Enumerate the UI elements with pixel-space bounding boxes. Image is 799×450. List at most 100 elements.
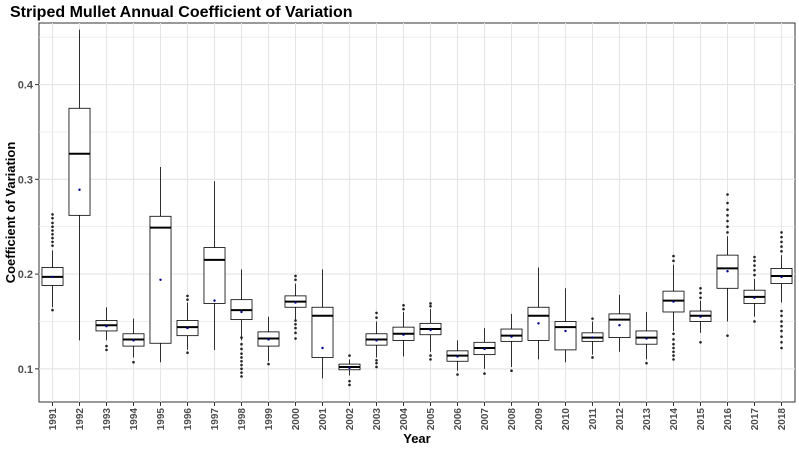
mean-point (186, 326, 189, 330)
x-tick-label: 1996 (183, 408, 194, 431)
mean-point (591, 336, 594, 339)
outlier-point (429, 354, 432, 357)
x-tick-label: 1997 (210, 408, 221, 431)
box-1995 (149, 167, 172, 363)
mean-point (510, 335, 513, 338)
outlier-point (51, 229, 54, 232)
outlier-point (429, 358, 432, 361)
box-2006 (446, 340, 469, 376)
outlier-point (672, 350, 675, 354)
mean-point (132, 339, 135, 342)
outlier-point (753, 259, 756, 263)
box-2004 (392, 304, 415, 357)
x-tick-label: 2002 (345, 408, 356, 431)
mean-point (726, 270, 729, 273)
mean-point (105, 325, 108, 328)
x-tick-label: 1993 (102, 408, 113, 431)
x-tick-label: 1992 (75, 408, 86, 431)
mean-point (294, 301, 297, 304)
x-axis: 1991 1992 1993 1994 1995 1996 1997 1998 1999 2000… (48, 402, 788, 430)
outlier-point (780, 324, 783, 328)
outlier-point (699, 291, 702, 295)
outlier-point (780, 309, 783, 313)
mean-point (753, 296, 756, 299)
y-tick-label: 0.1 (18, 364, 33, 376)
box-2007 (473, 328, 496, 375)
outlier-point (726, 231, 729, 234)
outlier-point (726, 201, 729, 205)
outlier-point (429, 305, 432, 308)
outlier-point (240, 375, 243, 378)
mean-point (456, 355, 459, 358)
x-tick-label: 2007 (480, 408, 491, 431)
box-iqr (554, 321, 577, 351)
box-2013 (635, 311, 658, 365)
outlier-point (294, 319, 297, 322)
outlier-point (240, 367, 243, 371)
x-tick-label: 1991 (48, 408, 59, 431)
outlier-point (375, 316, 378, 319)
outlier-point (375, 359, 378, 362)
box-2016 (716, 193, 739, 337)
outlier-point (294, 337, 297, 340)
outlier-point (726, 334, 729, 337)
x-tick-label: 2016 (723, 408, 734, 431)
outlier-point (456, 373, 459, 376)
mean-point (780, 275, 783, 279)
box-1999 (257, 316, 280, 366)
box-1991 (41, 213, 64, 312)
outlier-point (780, 341, 783, 344)
mean-point (618, 324, 621, 327)
x-tick-label: 1994 (129, 408, 140, 431)
outlier-point (780, 335, 783, 338)
outlier-point (267, 362, 270, 366)
outlier-point (591, 317, 594, 320)
x-tick-label: 2015 (696, 408, 707, 431)
outlier-point (483, 372, 486, 375)
outlier-point (132, 360, 135, 364)
mean-point (240, 310, 243, 314)
outlier-point (780, 314, 783, 318)
boxes-layer (41, 29, 793, 387)
box-iqr (203, 247, 226, 304)
y-tick-label: 0.2 (18, 269, 33, 281)
x-tick-label: 2001 (318, 408, 329, 431)
outlier-point (753, 255, 756, 259)
outlier-point (240, 371, 243, 374)
outlier-point (51, 244, 54, 247)
outlier-point (645, 361, 648, 365)
box-2014 (662, 254, 685, 361)
outlier-point (780, 329, 783, 333)
outlier-point (780, 245, 783, 248)
mean-point (402, 333, 405, 336)
outlier-point (726, 208, 729, 211)
outlier-point (240, 336, 243, 339)
mean-point (645, 337, 648, 340)
outlier-point (429, 302, 432, 305)
outlier-point (672, 332, 675, 336)
x-tick-label: 2018 (777, 408, 788, 431)
box-2003 (365, 311, 388, 369)
outlier-point (780, 320, 783, 323)
outlier-point (186, 351, 189, 355)
y-tick-label: 0.3 (18, 174, 33, 186)
outlier-point (780, 235, 783, 239)
box-iqr (68, 107, 91, 216)
outlier-point (672, 358, 675, 361)
outlier-point (672, 338, 675, 341)
x-tick-label: 1998 (237, 408, 248, 431)
outlier-point (51, 213, 54, 216)
box-1997 (203, 181, 226, 350)
x-tick-label: 2003 (372, 408, 383, 431)
x-tick-label: 2009 (534, 408, 545, 431)
mean-point (321, 346, 324, 350)
x-tick-label: 2011 (588, 408, 599, 430)
outlier-point (51, 236, 54, 240)
outlier-point (780, 250, 783, 253)
outlier-point (753, 320, 756, 323)
mean-point (78, 188, 81, 191)
outlier-point (51, 232, 54, 236)
outlier-point (294, 326, 297, 330)
outlier-point (186, 298, 189, 301)
